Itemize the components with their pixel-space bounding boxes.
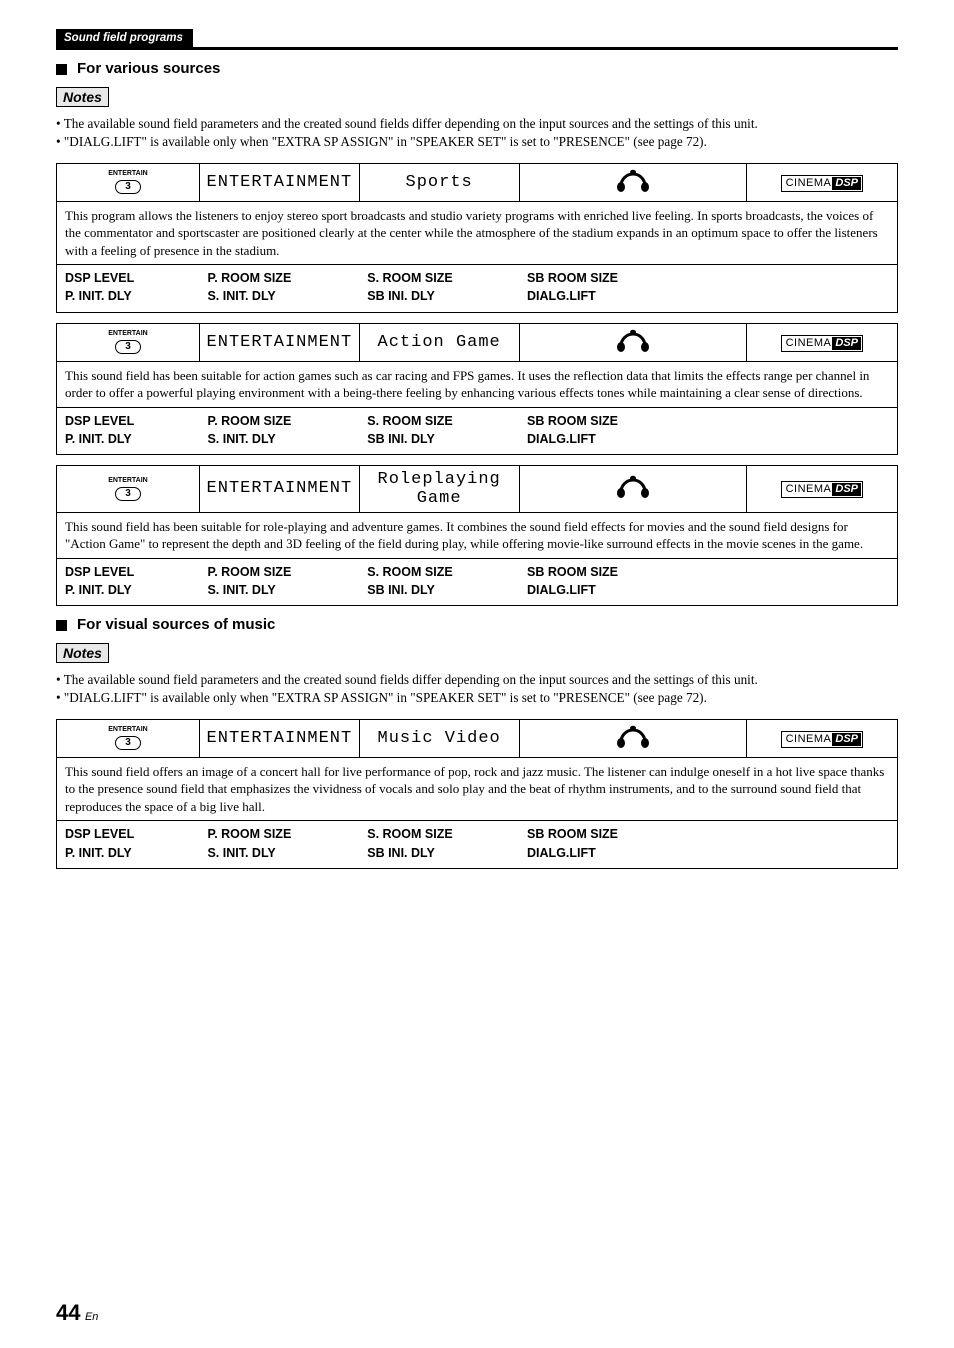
headphone-icon	[613, 168, 653, 192]
param-cell: DSP LEVELP. INIT. DLY	[57, 558, 200, 605]
program-name: Roleplaying Game	[378, 470, 501, 508]
cinema-dsp-cell: CINEMADSP	[746, 163, 897, 201]
note-item: The available sound field parameters and…	[56, 671, 898, 689]
param-cell: SB ROOM SIZEDIALG.LIFT	[519, 407, 746, 454]
headphone-icon	[613, 474, 653, 498]
section-header-text: Sound field programs	[56, 29, 193, 47]
section-title-various: For various sources	[56, 60, 898, 77]
entertain-button-icon: ENTERTAIN 3	[108, 330, 148, 354]
param-cell: P. ROOM SIZES. INIT. DLY	[199, 558, 359, 605]
program-category: ENTERTAINMENT	[207, 479, 353, 498]
param-cell: SB ROOM SIZEDIALG.LIFT	[519, 821, 746, 868]
param-cell	[746, 265, 897, 312]
program-category: ENTERTAINMENT	[207, 729, 353, 748]
param-cell	[746, 558, 897, 605]
param-cell: S. ROOM SIZESB INI. DLY	[359, 265, 519, 312]
remote-button-cell: ENTERTAIN 3	[57, 323, 200, 361]
note-item: The available sound field parameters and…	[56, 115, 898, 133]
note-item: "DIALG.LIFT" is available only when "EXT…	[56, 689, 898, 707]
headphone-icon	[613, 724, 653, 748]
param-cell: DSP LEVELP. INIT. DLY	[57, 407, 200, 454]
entertain-button-icon: ENTERTAIN 3	[108, 170, 148, 194]
entertain-button-icon: ENTERTAIN 3	[108, 726, 148, 750]
program-name: Action Game	[378, 333, 501, 352]
remote-button-cell: ENTERTAIN 3	[57, 719, 200, 757]
notes-list: The available sound field parameters and…	[56, 671, 898, 707]
button-top-label: ENTERTAIN	[108, 170, 148, 177]
param-cell: S. ROOM SIZESB INI. DLY	[359, 821, 519, 868]
section-title-text: For various sources	[77, 60, 220, 77]
page-number: 44 En	[56, 1300, 98, 1326]
program-table-action-game: ENTERTAIN 3 ENTERTAINMENT Action Game CI…	[56, 323, 898, 455]
note-item: "DIALG.LIFT" is available only when "EXT…	[56, 133, 898, 151]
program-description: This sound field has been suitable for a…	[57, 361, 898, 407]
section-title-visual: For visual sources of music	[56, 616, 898, 633]
cinema-dsp-badge: CINEMADSP	[781, 335, 863, 352]
section-bullet	[56, 620, 67, 631]
headphone-cell	[519, 719, 746, 757]
param-cell	[746, 821, 897, 868]
program-name: Music Video	[378, 729, 501, 748]
program-category: ENTERTAINMENT	[207, 333, 353, 352]
headphone-cell	[519, 323, 746, 361]
button-number: 3	[115, 180, 141, 194]
headphone-cell	[519, 465, 746, 512]
param-cell: DSP LEVELP. INIT. DLY	[57, 265, 200, 312]
param-cell	[746, 407, 897, 454]
param-cell: S. ROOM SIZESB INI. DLY	[359, 407, 519, 454]
page-number-value: 44	[56, 1300, 80, 1325]
cinema-dsp-badge: CINEMADSP	[781, 481, 863, 498]
remote-button-cell: ENTERTAIN 3	[57, 465, 200, 512]
program-description: This sound field offers an image of a co…	[57, 757, 898, 821]
remote-button-cell: ENTERTAIN 3	[57, 163, 200, 201]
program-name: Sports	[359, 163, 519, 201]
headphone-icon	[613, 328, 653, 352]
program-table-roleplaying: ENTERTAIN 3 ENTERTAINMENT Roleplaying Ga…	[56, 465, 898, 606]
param-cell: P. ROOM SIZES. INIT. DLY	[199, 265, 359, 312]
program-category: ENTERTAINMENT	[199, 163, 359, 201]
program-table-sports: ENTERTAIN 3 ENTERTAINMENT Sports CINEMAD…	[56, 163, 898, 313]
param-cell: P. ROOM SIZES. INIT. DLY	[199, 407, 359, 454]
section-header-bar: Sound field programs	[56, 28, 898, 50]
notes-label: Notes	[56, 87, 109, 107]
headphone-cell	[519, 163, 746, 201]
entertain-button-icon: ENTERTAIN 3	[108, 477, 148, 501]
notes-label: Notes	[56, 643, 109, 663]
cinema-dsp-badge: CINEMADSP	[781, 731, 863, 748]
program-table-music-video: ENTERTAIN 3 ENTERTAINMENT Music Video CI…	[56, 719, 898, 869]
param-cell: DSP LEVELP. INIT. DLY	[57, 821, 200, 868]
program-description: This program allows the listeners to enj…	[57, 201, 898, 265]
notes-list: The available sound field parameters and…	[56, 115, 898, 151]
section-title-text: For visual sources of music	[77, 616, 275, 633]
param-cell: S. ROOM SIZESB INI. DLY	[359, 558, 519, 605]
program-description: This sound field has been suitable for r…	[57, 512, 898, 558]
section-bullet	[56, 64, 67, 75]
page-lang: En	[85, 1311, 98, 1323]
param-cell: SB ROOM SIZEDIALG.LIFT	[519, 265, 746, 312]
cinema-dsp-badge: CINEMADSP	[781, 175, 863, 192]
param-cell: P. ROOM SIZES. INIT. DLY	[199, 821, 359, 868]
param-cell: SB ROOM SIZEDIALG.LIFT	[519, 558, 746, 605]
